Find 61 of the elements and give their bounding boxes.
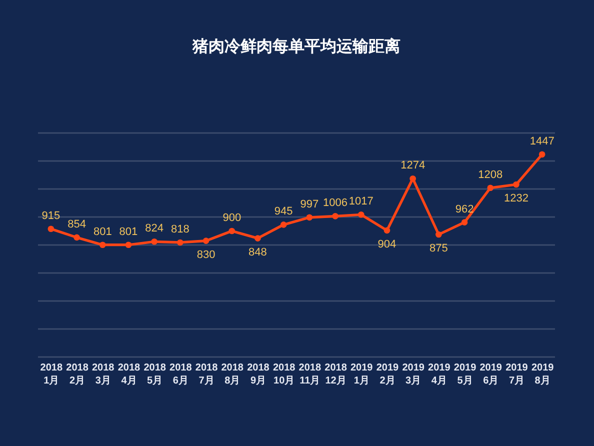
point (487, 184, 494, 192)
data-label: 904 (378, 238, 396, 250)
point (410, 175, 416, 182)
point (202, 238, 210, 244)
point (358, 211, 364, 218)
data-label: 997 (300, 198, 319, 210)
point (74, 234, 80, 241)
x-tick-label: 2018 12月 (324, 362, 348, 386)
point (228, 228, 236, 234)
x-tick-label: 2018 2月 (66, 362, 89, 386)
data-label: 824 (145, 222, 164, 235)
data-label: 1208 (478, 168, 503, 181)
data-label: 875 (429, 242, 448, 254)
x-tick-label: 2019 2月 (376, 362, 400, 386)
data-label: 818 (170, 223, 190, 236)
data-label: 945 (274, 206, 293, 218)
point (177, 239, 184, 246)
x-tick-label: 2018 7月 (195, 362, 218, 386)
x-tick-label: 2018 5月 (144, 362, 166, 386)
x-tick-label: 2018 9月 (247, 362, 270, 386)
data-label: 1017 (348, 196, 374, 208)
data-label: 830 (196, 248, 216, 261)
data-label: 915 (42, 210, 60, 222)
data-label: 962 (455, 203, 474, 216)
chart-title: 猪肉冷鲜肉每单平均运输距离 (192, 36, 400, 56)
point (384, 227, 390, 234)
x-tick-label: 2019 8月 (531, 362, 554, 386)
point (125, 242, 132, 248)
x-tick-label: 2018 8月 (221, 362, 244, 386)
data-label: 848 (248, 246, 267, 258)
point (332, 213, 338, 220)
x-tick-label: 2019 7月 (506, 362, 528, 386)
point (151, 238, 158, 245)
data-label: 801 (93, 226, 112, 238)
x-tick-label: 2019 4月 (428, 362, 451, 386)
point (461, 219, 468, 226)
x-tick-label: 2019 1月 (350, 362, 374, 386)
point (254, 235, 261, 242)
x-tick-label: 2018 11月 (298, 362, 322, 386)
point (513, 181, 520, 188)
x-tick-label: 2018 10月 (272, 362, 296, 386)
data-label: 801 (119, 226, 138, 238)
data-label: 1232 (504, 192, 528, 205)
data-label: 900 (222, 212, 242, 224)
x-tick-label: 2019 6月 (480, 362, 502, 386)
point (48, 226, 54, 232)
point (280, 222, 287, 228)
data-label: 1274 (400, 160, 426, 172)
data-label: 1447 (530, 135, 554, 148)
data-label: 1006 (323, 197, 348, 210)
data-label: 854 (68, 218, 86, 230)
x-tick-label: 2018 6月 (170, 362, 192, 386)
x-tick-label: 2018 3月 (92, 362, 115, 386)
x-tick-label: 2018 1月 (40, 362, 63, 386)
point (99, 242, 106, 248)
x-tick-label: 2018 4月 (118, 362, 141, 386)
x-tick-label: 2019 3月 (402, 362, 425, 386)
point (306, 214, 313, 221)
point (538, 151, 546, 158)
x-tick-label: 2019 5月 (454, 362, 477, 386)
point (436, 231, 442, 238)
